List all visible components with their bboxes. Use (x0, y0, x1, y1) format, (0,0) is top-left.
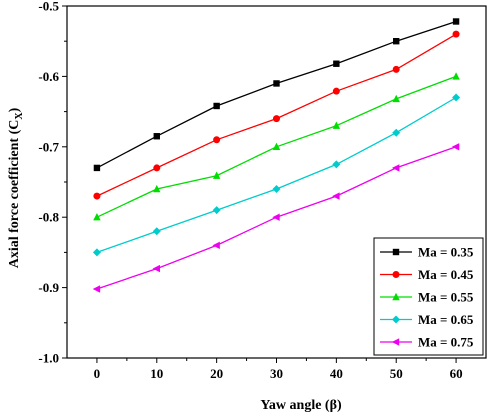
x-tick-label: 0 (94, 366, 101, 381)
data-point (212, 206, 221, 215)
data-point (92, 248, 101, 257)
data-point (392, 128, 401, 137)
y-axis-ticks: -1.0 -0.9 -0.8 -0.7 -0.6 -0.5 (38, 0, 67, 366)
data-point (332, 121, 341, 129)
data-point (93, 192, 101, 200)
legend-label: Ma = 0.75 (418, 335, 474, 350)
x-tick-label: 30 (270, 366, 283, 381)
y-tick-label: -0.9 (38, 280, 59, 295)
legend-marker (392, 292, 400, 301)
data-point (333, 60, 340, 67)
y-axis-label-main: Axial force coefficient (C (7, 120, 22, 269)
series-1 (93, 18, 460, 172)
x-tick-label: 60 (450, 366, 463, 381)
legend-label: Ma = 0.35 (418, 245, 474, 260)
legend-label: Ma = 0.45 (418, 267, 474, 282)
data-point (272, 142, 281, 150)
series-5 (92, 143, 460, 293)
legend-marker (392, 271, 400, 278)
y-axis-label-subscript: X (14, 112, 25, 120)
data-point (392, 94, 400, 103)
legend-label: Ma = 0.65 (418, 312, 474, 327)
y-tick-label: -1.0 (38, 351, 59, 366)
legend-item: Ma = 0.35 (380, 245, 474, 260)
data-point (152, 264, 160, 273)
y-axis-label: Axial force coefficient (CX) (7, 107, 25, 268)
data-point (273, 115, 280, 123)
data-point (452, 93, 461, 102)
data-point (273, 80, 280, 87)
data-point (393, 38, 400, 45)
x-axis-label: Yaw angle (β) (260, 398, 342, 413)
data-point (93, 213, 101, 221)
y-tick-label: -0.8 (38, 210, 59, 225)
y-tick-label: -0.6 (38, 69, 59, 84)
data-point (213, 102, 220, 110)
legend-marker (392, 315, 400, 324)
legend: Ma = 0.35 Ma = 0.45 Ma = 0.55 Ma = 0.65 Ma =… (373, 237, 484, 356)
data-point (272, 213, 280, 221)
legend-marker (392, 248, 400, 256)
series-3 (93, 72, 460, 221)
legend-marker (391, 338, 400, 346)
legend-label: Ma = 0.55 (418, 290, 474, 305)
series-layer (92, 18, 461, 293)
data-point (452, 30, 460, 38)
data-point (212, 171, 221, 179)
data-point (212, 241, 220, 250)
data-point (153, 184, 161, 193)
data-point (332, 87, 340, 95)
legend-item: Ma = 0.55 (380, 290, 474, 305)
data-point (332, 192, 340, 200)
y-tick-label: -0.7 (38, 139, 59, 154)
data-point (392, 164, 400, 172)
x-axis-ticks: 0 10 20 30 40 50 60 (94, 358, 463, 381)
series-2 (93, 30, 460, 200)
y-tick-label: -0.5 (38, 0, 59, 14)
data-point (392, 65, 400, 73)
data-point (92, 285, 101, 293)
data-point (213, 136, 221, 144)
data-point (451, 143, 460, 151)
x-tick-label: 50 (390, 366, 403, 381)
data-point (332, 160, 341, 169)
data-point (452, 18, 460, 25)
data-point (152, 227, 161, 236)
legend-item: Ma = 0.45 (380, 267, 474, 282)
data-point (153, 133, 160, 140)
data-point (93, 164, 101, 172)
series-4 (92, 93, 461, 257)
x-tick-label: 10 (150, 366, 163, 381)
x-tick-label: 20 (210, 366, 223, 381)
data-point (153, 164, 161, 172)
legend-item: Ma = 0.75 (380, 335, 474, 350)
x-tick-label: 40 (330, 366, 343, 381)
data-point (452, 72, 460, 80)
y-axis-label-close: ) (7, 107, 22, 112)
legend-item: Ma = 0.65 (380, 312, 474, 327)
data-point (272, 185, 281, 194)
